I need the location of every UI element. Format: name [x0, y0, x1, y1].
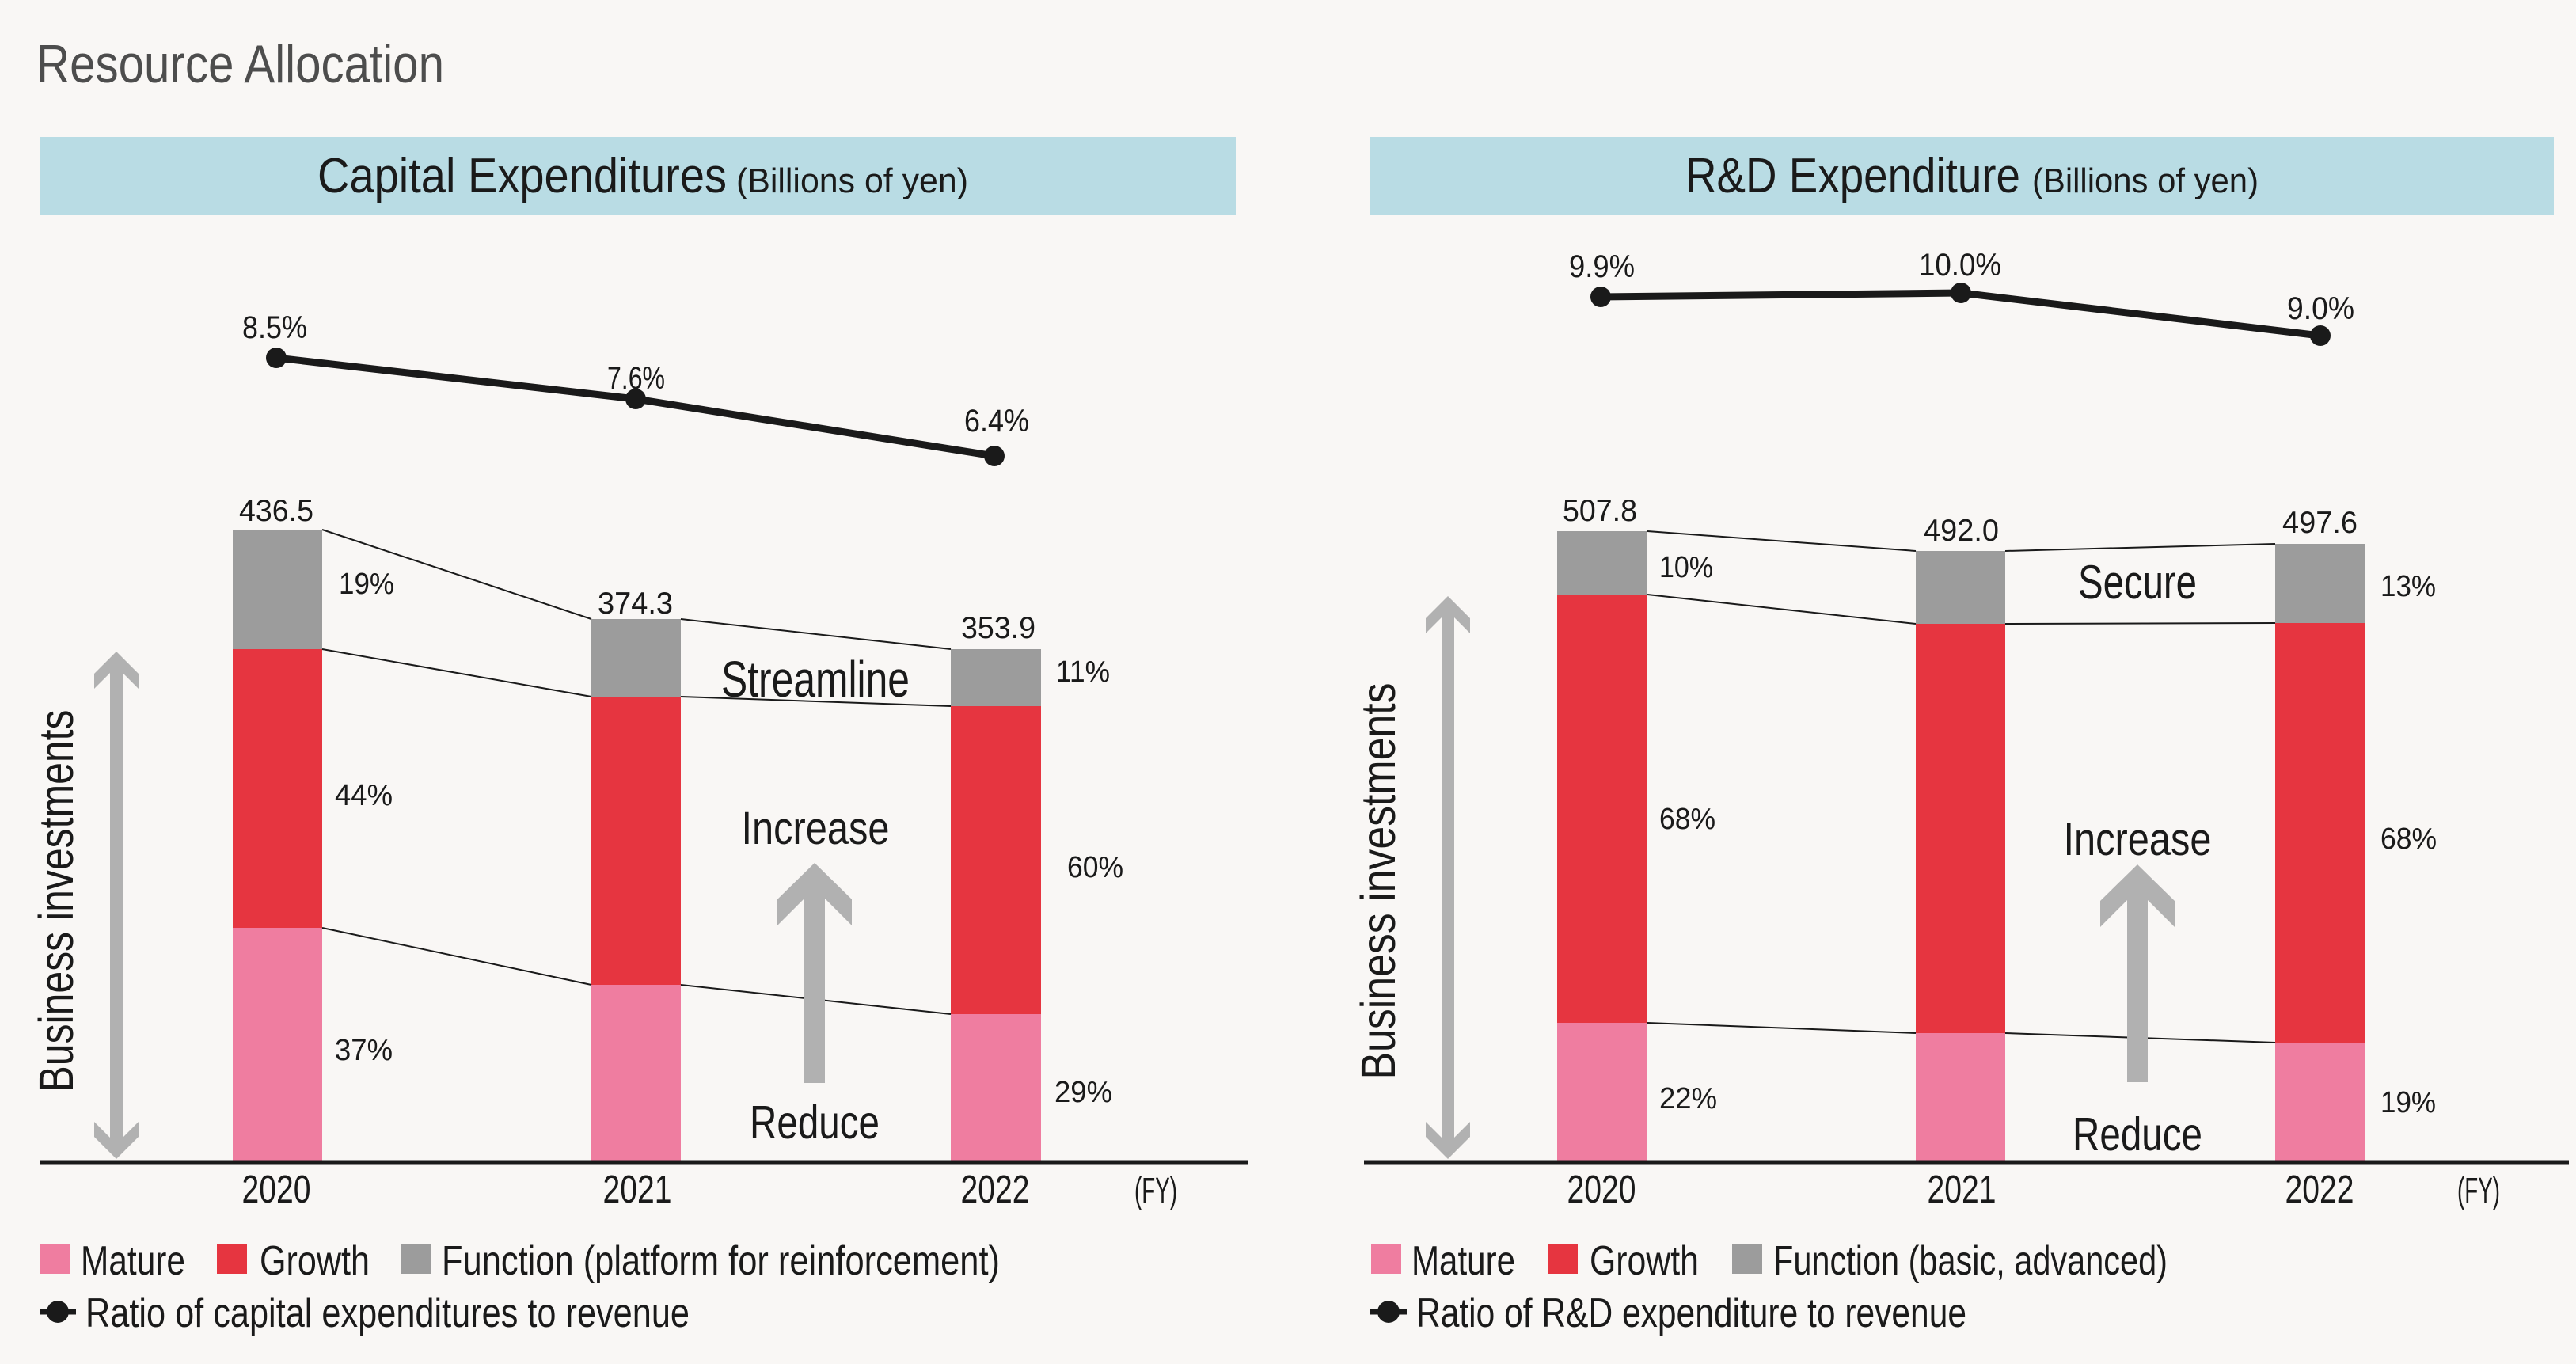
svg-text:Increase: Increase — [742, 803, 890, 854]
svg-text:(Billions of yen): (Billions of yen) — [736, 161, 968, 200]
svg-text:R&D Expenditure: R&D Expenditure — [1685, 149, 2020, 203]
svg-text:2021: 2021 — [1928, 1168, 1997, 1211]
svg-text:Streamline: Streamline — [721, 651, 910, 708]
svg-text:Increase: Increase — [2064, 814, 2212, 865]
svg-text:492.0: 492.0 — [1924, 514, 1999, 548]
svg-text:Function (platform for reinfor: Function (platform for reinforcement) — [442, 1238, 1000, 1284]
svg-text:19%: 19% — [339, 568, 394, 601]
svg-text:353.9: 353.9 — [961, 611, 1035, 645]
svg-text:68%: 68% — [1659, 803, 1715, 836]
svg-text:Reduce: Reduce — [2073, 1108, 2202, 1161]
svg-text:436.5: 436.5 — [239, 494, 313, 528]
svg-text:60%: 60% — [1067, 851, 1123, 884]
svg-text:Business investments: Business investments — [29, 710, 83, 1092]
svg-text:2020: 2020 — [242, 1168, 311, 1211]
svg-text:2022: 2022 — [2285, 1168, 2354, 1211]
svg-text:(Billions of yen): (Billions of yen) — [2032, 161, 2259, 200]
svg-text:374.3: 374.3 — [598, 587, 673, 621]
svg-text:Ratio of R&D expenditure to re: Ratio of R&D expenditure to revenue — [1416, 1290, 1966, 1336]
svg-text:2020: 2020 — [1567, 1168, 1636, 1211]
svg-text:Reduce: Reduce — [750, 1096, 880, 1149]
svg-text:Business investments: Business investments — [1351, 683, 1405, 1080]
svg-text:13%: 13% — [2380, 570, 2436, 603]
svg-text:6.4%: 6.4% — [964, 404, 1029, 439]
svg-text:Mature: Mature — [1411, 1238, 1515, 1284]
svg-text:10%: 10% — [1659, 551, 1713, 584]
svg-text:Growth: Growth — [1590, 1238, 1699, 1284]
svg-text:11%: 11% — [1056, 655, 1110, 689]
svg-text:Capital Expenditures: Capital Expenditures — [317, 149, 727, 203]
svg-text:Growth: Growth — [260, 1238, 370, 1284]
svg-text:9.0%: 9.0% — [2287, 291, 2354, 326]
svg-text:Ratio of capital expenditures: Ratio of capital expenditures to revenue — [85, 1290, 690, 1336]
svg-text:Mature: Mature — [81, 1238, 185, 1284]
svg-text:(FY): (FY) — [2457, 1170, 2500, 1210]
svg-text:19%: 19% — [2380, 1086, 2436, 1119]
svg-text:2022: 2022 — [961, 1168, 1030, 1211]
svg-text:22%: 22% — [1659, 1082, 1717, 1115]
svg-text:10.0%: 10.0% — [1919, 248, 2001, 283]
svg-text:Secure: Secure — [2078, 556, 2197, 609]
svg-text:2021: 2021 — [603, 1168, 672, 1211]
svg-text:7.6%: 7.6% — [607, 361, 665, 396]
svg-text:Function (basic, advanced): Function (basic, advanced) — [1773, 1238, 2168, 1284]
svg-text:68%: 68% — [2380, 823, 2437, 856]
svg-text:497.6: 497.6 — [2282, 506, 2358, 540]
svg-text:Resource Allocation: Resource Allocation — [36, 34, 444, 94]
svg-text:8.5%: 8.5% — [242, 310, 307, 345]
svg-text:44%: 44% — [335, 779, 393, 812]
svg-text:(FY): (FY) — [1134, 1170, 1177, 1210]
svg-text:29%: 29% — [1054, 1076, 1112, 1109]
svg-text:37%: 37% — [335, 1034, 393, 1067]
svg-text:9.9%: 9.9% — [1569, 249, 1635, 284]
svg-text:507.8: 507.8 — [1563, 494, 1637, 528]
